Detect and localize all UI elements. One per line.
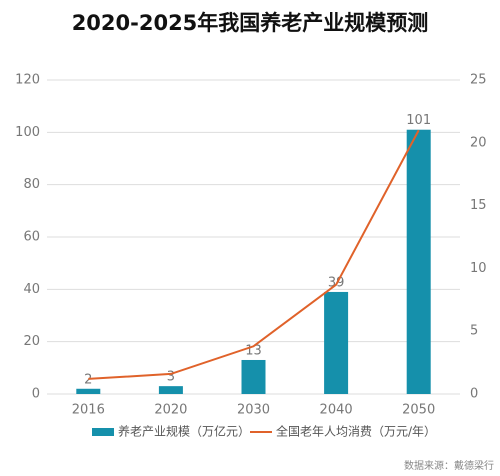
legend-swatch [92,428,114,436]
chart-title: 2020-2025年我国养老产业规模预测 [72,11,429,35]
x-tick-label: 2040 [320,403,353,418]
x-tick-label: 2030 [237,403,270,418]
y2-tick-label: 5 [470,324,478,339]
bar [406,129,431,394]
y-tick-label: 40 [23,282,40,297]
value-label: 101 [406,113,431,128]
bar [324,291,349,394]
y-tick-label: 120 [15,73,40,88]
y2-tick-label: 15 [470,198,487,213]
y2-tick-label: 10 [470,261,487,276]
y-tick-label: 0 [32,387,40,402]
y-tick-label: 60 [23,230,40,245]
y2-tick-label: 20 [470,135,487,150]
bar [241,359,266,394]
value-label: 2 [84,372,92,387]
legend-label: 全国老年人均消费（万元/年） [276,424,436,439]
y2-tick-label: 25 [470,73,487,88]
y2-tick-label: 0 [470,387,478,402]
source: 数据来源：戴德梁行 [404,459,494,472]
y-tick-label: 80 [23,177,40,192]
bar [158,386,183,394]
legend-label: 养老产业规模（万亿元） [118,424,250,439]
y-tick-label: 100 [15,125,40,140]
line [88,129,420,380]
value-label: 3 [167,370,175,385]
x-tick-label: 2050 [402,403,435,418]
x-tick-label: 2016 [72,403,105,418]
y-tick-label: 20 [23,334,40,349]
bar [76,388,101,394]
x-tick-label: 2020 [154,403,187,418]
